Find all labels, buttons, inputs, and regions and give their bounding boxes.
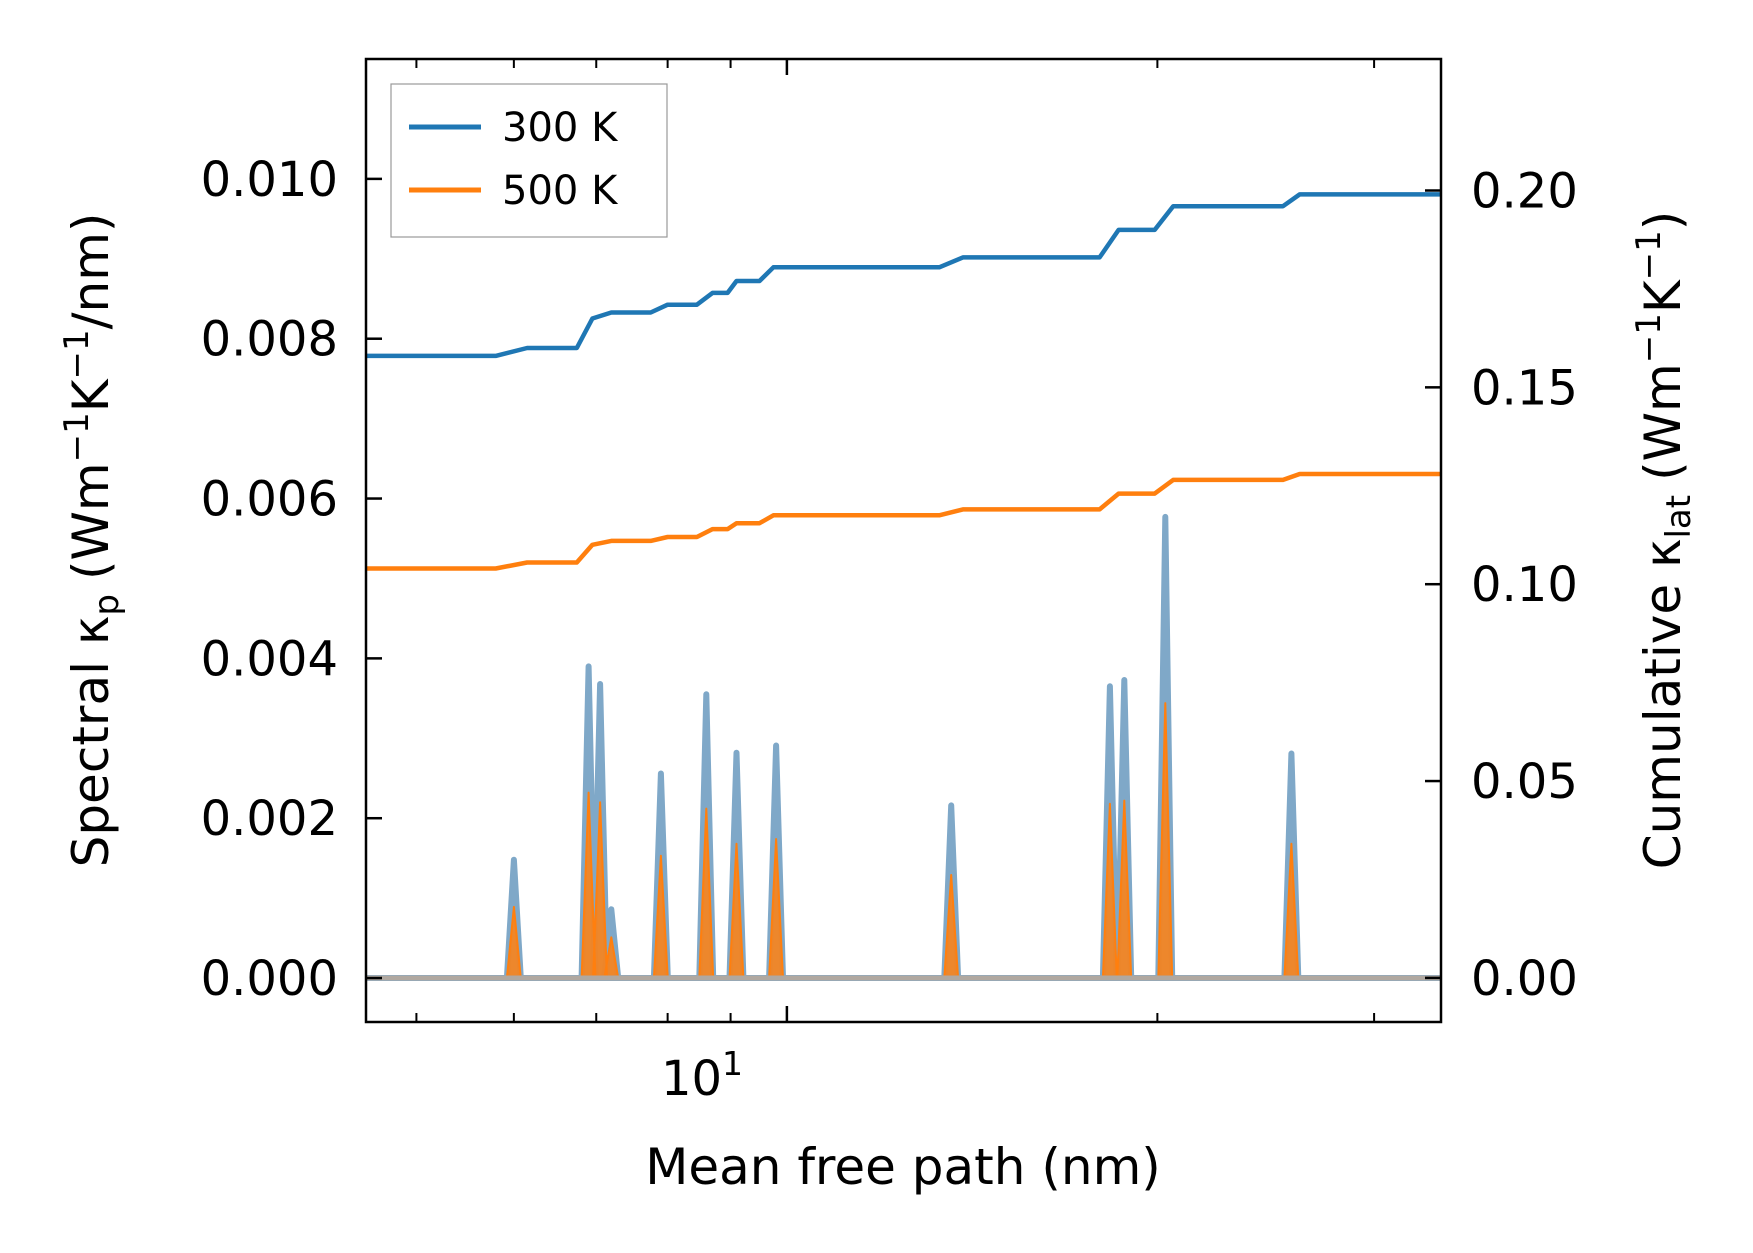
y-left-label-units-3: −1 [57,329,97,379]
legend-label-500k: 500 K [502,168,619,214]
y-left-tick-label: 0.004 [201,631,338,687]
y-left-label-units-0: (Wm [62,462,120,580]
y-left-tick-label: 0.002 [201,791,338,847]
y-right-label-units-0: (Wm [1634,363,1692,481]
y-right-tick-label: 0.10 [1471,557,1578,613]
y-right-axis-label: Cumulative κlat(Wm−1K−1) [1629,211,1699,870]
y-right-label-units-2: K [1634,279,1692,313]
y-right-label-units-1: −1 [1629,313,1669,363]
y-right-tick-label: 0.20 [1471,163,1578,219]
cumulative-layer [366,192,1441,571]
y-left-tick-label: 0.008 [201,312,338,368]
y-left-label-units-1: −1 [57,412,97,462]
y-left-tick-label: 0.000 [201,951,338,1007]
cumulative-line-300k [366,192,1441,359]
plot-frame [364,57,1443,1024]
legend-frame [390,83,668,238]
y-left-label-units-2: K [62,378,120,412]
x-tick-label-10: 101 [661,1044,743,1107]
y-right-label-units-4: ) [1634,211,1692,231]
x-tick-exponent: 1 [722,1044,743,1083]
legend: 300 K 500 K [390,83,668,238]
y-left-label-main: Spectral κ [62,616,120,868]
y-right-label-units-3: −1 [1629,230,1669,280]
y-right-tick-label: 0.15 [1471,360,1578,416]
x-tick-base: 10 [661,1051,722,1107]
x-axis-label: Mean free path (nm) [645,1138,1161,1196]
y-left-tick-label: 0.006 [201,472,338,528]
y-right-tick-label: 0.05 [1471,754,1578,810]
legend-label-300k: 300 K [502,105,619,151]
cumulative-line-500k [366,471,1441,571]
y-right-tick-label: 0.00 [1471,951,1578,1007]
y-right-label-sub: lat [1659,495,1699,539]
plot-area [366,192,1441,981]
y-left-axis-label: Spectral κp(Wm−1K−1/nm) [57,213,127,868]
y-left-label-units-4: /nm) [62,213,120,330]
y-right-label-main: Cumulative κ [1634,539,1692,870]
y-left-tick-label: 0.010 [201,152,338,208]
y-left-label-sub: p [87,594,127,616]
axes-layer: 0.000 0.002 0.004 0.006 0.008 0.010 0.00 0.05 0.… [201,57,1578,1024]
spectral-layer [366,513,1441,981]
